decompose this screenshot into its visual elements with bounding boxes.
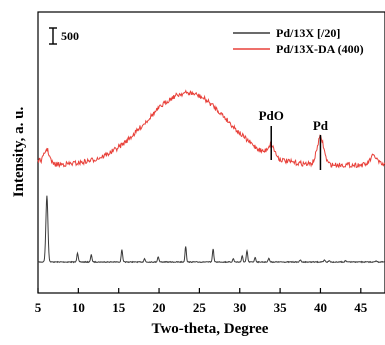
series-line-pd13x-da [37, 89, 385, 169]
x-tick-label: 5 [35, 300, 42, 315]
legend-label-pd13x-da: Pd/13X-DA (400) [276, 42, 364, 56]
scale-bar: 500 [49, 27, 79, 45]
x-tick-label: 25 [193, 300, 207, 315]
x-tick-label: 45 [354, 300, 368, 315]
y-axis-title: Intensity, a. u. [11, 107, 27, 198]
x-tick-label: 40 [314, 300, 327, 315]
pd-annotation: Pd [313, 118, 329, 133]
annotations: PdO Pd [259, 108, 329, 170]
x-tick-label: 10 [72, 300, 85, 315]
legend: Pd/13X [/20] Pd/13X-DA (400) [233, 26, 364, 56]
x-tick-label: 30 [233, 300, 246, 315]
scale-bar-label: 500 [61, 29, 79, 43]
x-tick-label: 15 [112, 300, 126, 315]
x-axis-title: Two-theta, Degree [152, 321, 269, 337]
legend-label-pd13x: Pd/13X [/20] [276, 26, 340, 40]
pdo-annotation: PdO [259, 108, 284, 123]
series-line-pd13x [37, 195, 385, 264]
plot-frame [37, 11, 385, 294]
series-layer [37, 89, 385, 264]
x-tick-label: 35 [274, 300, 288, 315]
x-tick-label: 20 [153, 300, 166, 315]
